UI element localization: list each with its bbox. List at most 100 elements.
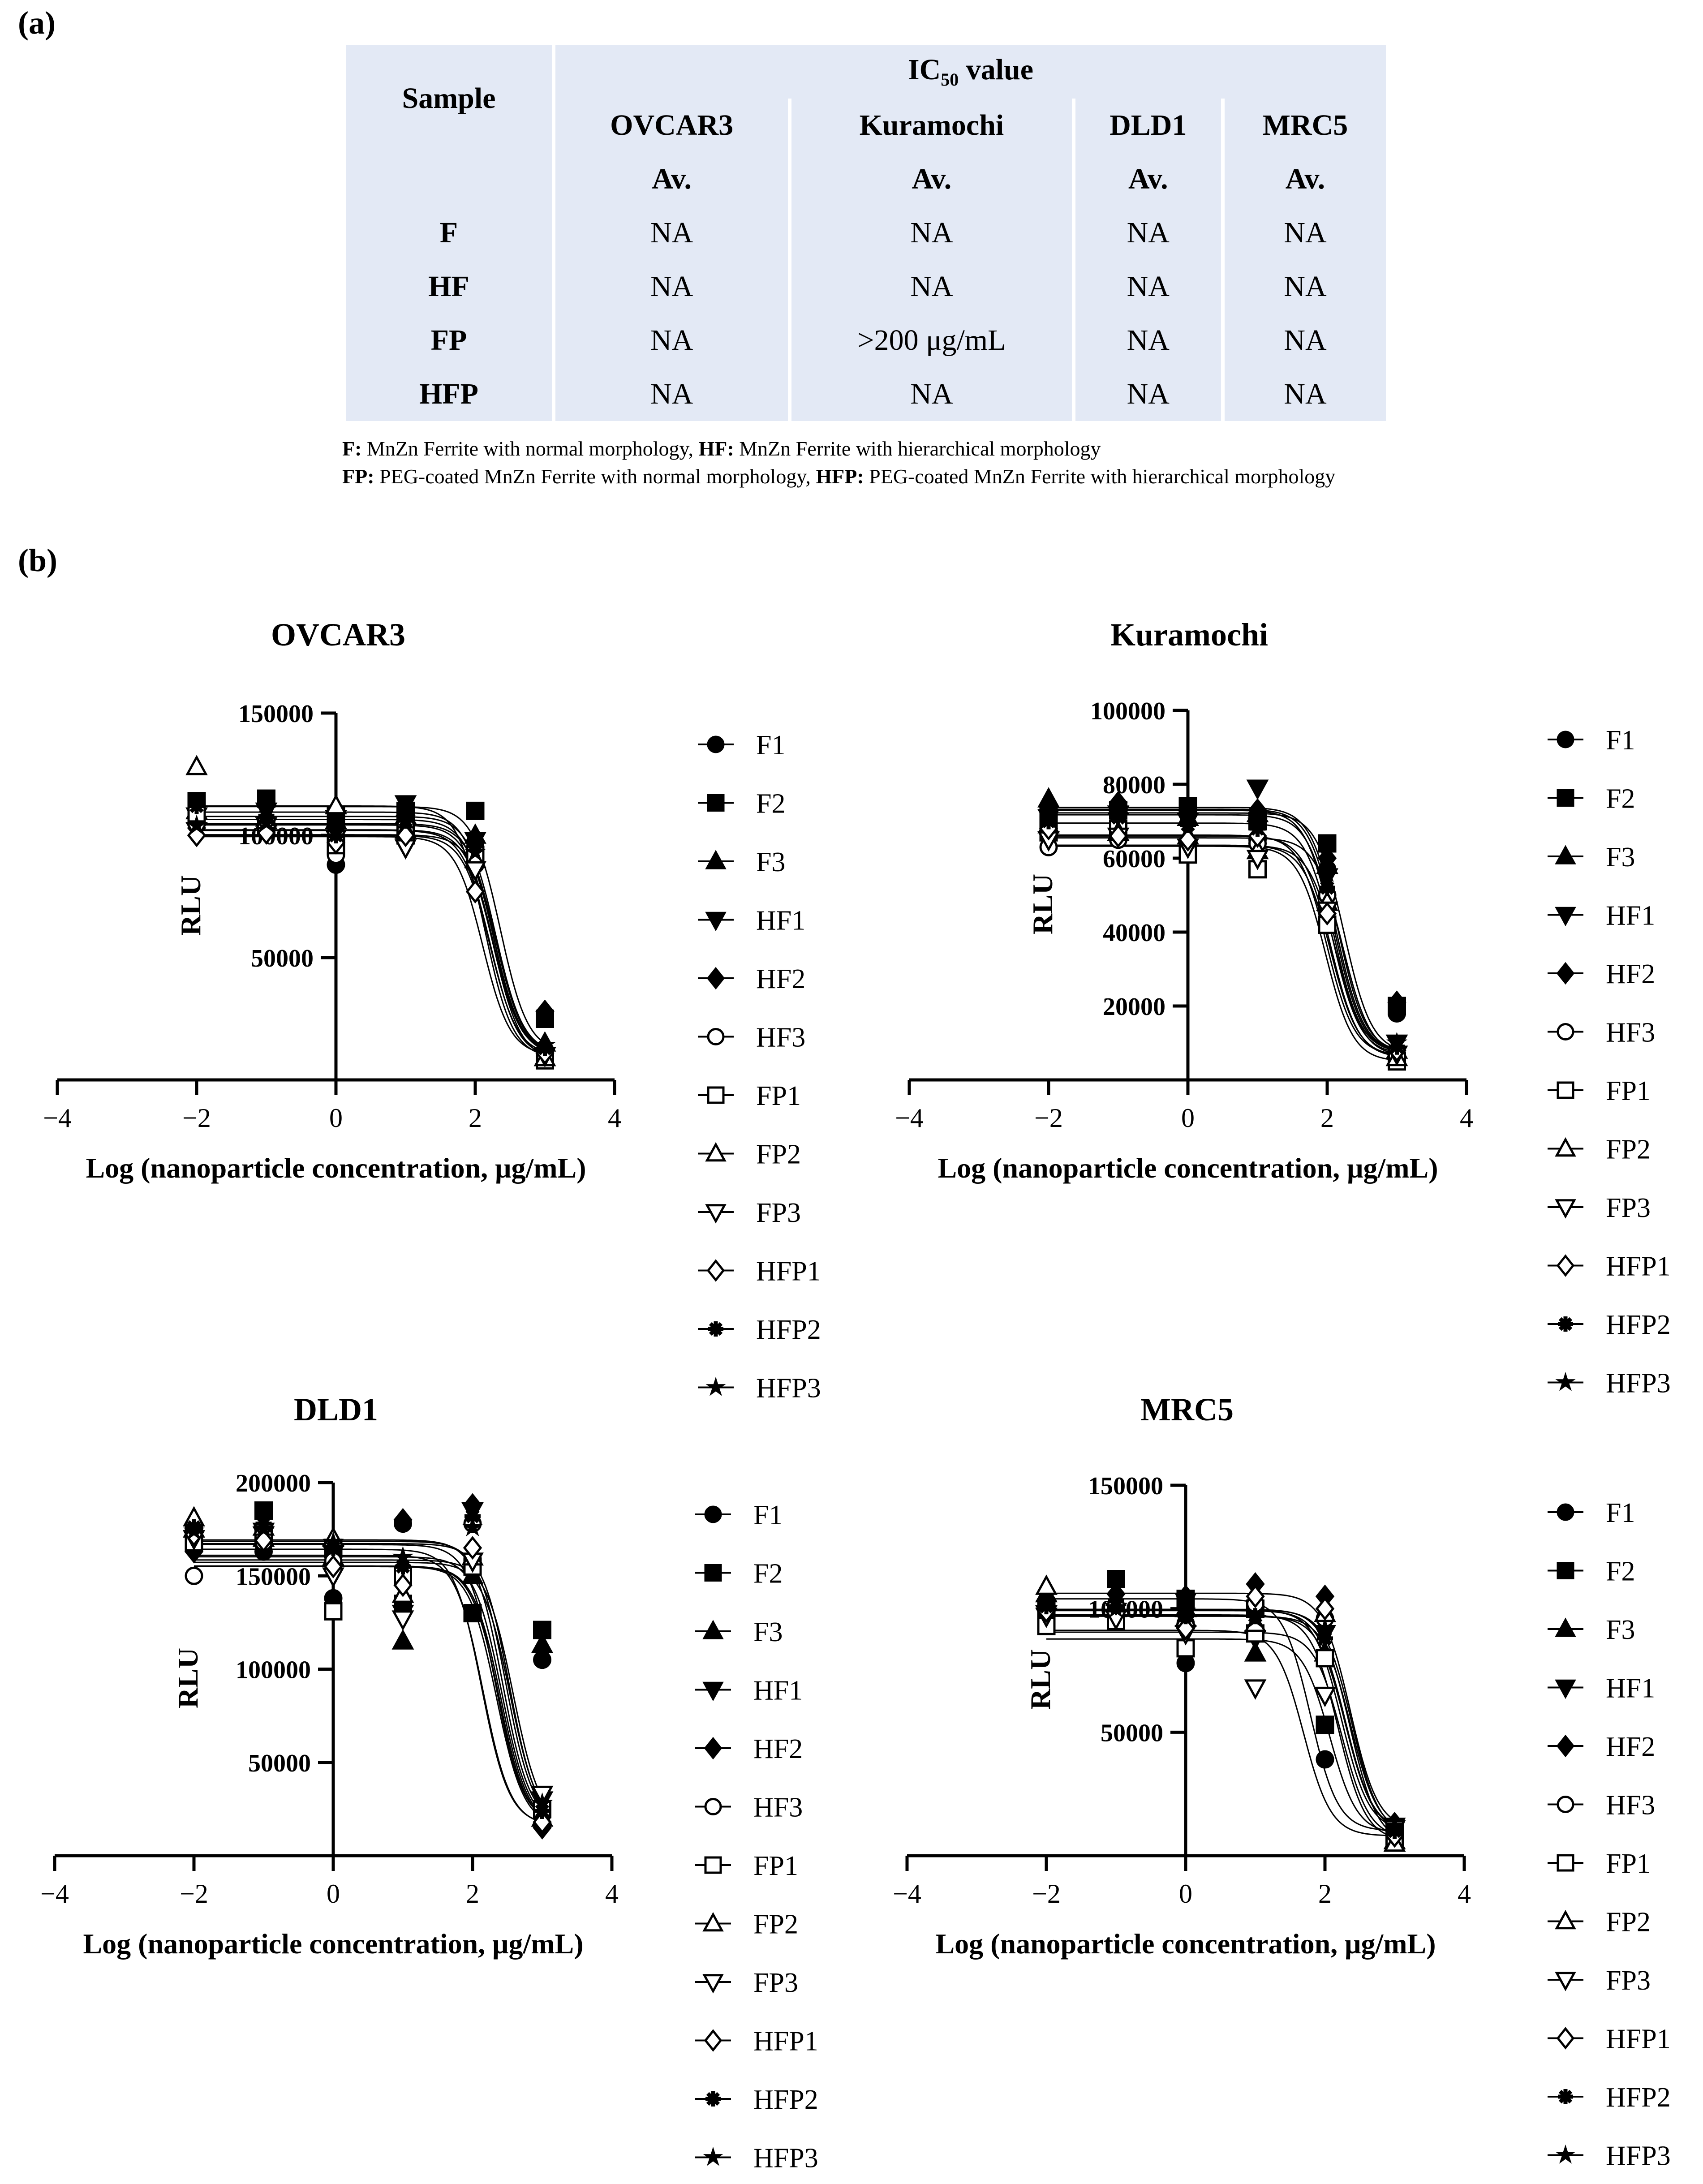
- legend-item: HF2: [1548, 1732, 1655, 1762]
- y-tick-label: 150000: [236, 1563, 311, 1591]
- legend-item: F2: [695, 1559, 783, 1589]
- legend-marker: [1555, 907, 1576, 927]
- legend-label: HFP1: [753, 2026, 818, 2057]
- legend-label: F2: [1606, 1556, 1635, 1587]
- data-point: [1319, 880, 1335, 896]
- data-point: [393, 1573, 413, 1597]
- table-cell: NA: [1225, 206, 1386, 260]
- legend-item: F1: [698, 730, 785, 761]
- data-point: [464, 1508, 481, 1524]
- legend-marker: [1557, 1854, 1574, 1872]
- legend-item: FP3: [698, 1198, 801, 1228]
- legend-item: HF1: [1548, 1673, 1655, 1704]
- ic50-header-rest: value: [959, 53, 1034, 86]
- data-point: [391, 1629, 414, 1650]
- fit-curve-fp3: [197, 834, 545, 1052]
- y-tick-label: 80000: [1103, 771, 1165, 799]
- dose-response-charts: OVCAR3 −4 −2 0 2 4 Log (nanoparticle concentra…: [40, 617, 1671, 2174]
- legend-marker: [702, 1620, 724, 1639]
- legend-marker: [1558, 2089, 1573, 2104]
- fit-curve-hf1: [1049, 809, 1397, 1052]
- y-tick-label: 50000: [251, 945, 314, 972]
- legend-label: HF3: [753, 1793, 803, 1823]
- data-point: [1178, 828, 1198, 852]
- x-tick-label: −2: [180, 1879, 208, 1909]
- legend-label: FP3: [1606, 1965, 1651, 1996]
- data-point: [396, 823, 415, 847]
- legend-marker: [1555, 1371, 1576, 1391]
- legend-marker: [706, 1259, 725, 1282]
- legend-label: HFP2: [753, 2085, 818, 2115]
- legend-marker: [1557, 1503, 1574, 1521]
- data-point: [325, 821, 347, 842]
- x-axis-label: Log (nanoparticle concentration, μg/mL): [86, 1152, 586, 1184]
- legend-marker: [705, 1142, 727, 1162]
- legend-item: HFP2: [1548, 1310, 1671, 1340]
- series-fp3: [1037, 827, 1408, 1066]
- data-point: [1316, 862, 1338, 882]
- legend-label: FP1: [1606, 1076, 1651, 1106]
- data-point: [1244, 1641, 1267, 1662]
- legend-label: F3: [1606, 842, 1635, 873]
- legend-label: F1: [753, 1500, 783, 1531]
- fit-curve-f2: [1046, 1598, 1395, 1831]
- legend-item: HF3: [1548, 1790, 1655, 1821]
- panel-b-label: (b): [18, 542, 57, 578]
- footnote-text: PEG-coated MnZn Ferrite with hierarchica…: [864, 465, 1336, 488]
- table-row: F NA NA NA NA: [346, 206, 1386, 260]
- data-point: [463, 1536, 482, 1560]
- data-point: [1246, 1584, 1265, 1608]
- legend-marker: [1557, 1562, 1574, 1579]
- data-point: [466, 801, 485, 820]
- fit-curve-fp3: [1049, 844, 1397, 1056]
- data-point: [185, 1566, 203, 1585]
- table-cell: NA: [1225, 367, 1386, 421]
- table-cell: NA: [555, 367, 788, 421]
- legend-label: HF2: [753, 1734, 803, 1764]
- fit-curve-fp2: [197, 805, 545, 1056]
- data-point: [325, 794, 347, 815]
- y-tick-label: 100000: [236, 1656, 311, 1684]
- x-tick-label: 2: [469, 1103, 482, 1133]
- fit-curve-hf3: [194, 1561, 543, 1804]
- legend-label: FP1: [1606, 1849, 1651, 1879]
- legend-item: HF1: [698, 906, 805, 936]
- data-point: [463, 1604, 482, 1623]
- x-axis-label: Log (nanoparticle concentration, μg/mL): [935, 1928, 1436, 1960]
- data-point: [1246, 850, 1269, 870]
- legend-label: HF3: [1606, 1790, 1655, 1821]
- legend-item: F3: [698, 847, 785, 877]
- chart-kuramochi: Kuramochi −4 −2 0 2 4 Log (nanoparticle concen…: [895, 617, 1671, 1399]
- legend-label: F1: [1606, 725, 1635, 756]
- legend-label: HF3: [1606, 1018, 1655, 1048]
- legend-marker: [707, 1086, 725, 1104]
- legend-marker: [704, 1798, 722, 1815]
- legend-marker: [1557, 731, 1574, 748]
- data-point: [253, 1518, 275, 1539]
- fit-curve-fp3: [1046, 1638, 1395, 1833]
- legend-item: FP2: [1548, 1135, 1651, 1165]
- legend-label: HF1: [1606, 901, 1655, 931]
- legend-marker: [705, 1204, 727, 1224]
- series-fp3: [185, 817, 556, 1068]
- legend-marker: [1555, 1909, 1576, 1930]
- table-cell: NA: [555, 260, 788, 314]
- legend-marker: [1556, 1734, 1575, 1758]
- legend-marker: [1555, 1617, 1576, 1637]
- legend-item: F3: [1548, 842, 1635, 873]
- avg-header: Av.: [1075, 152, 1221, 206]
- y-axis-label: RLU: [172, 1648, 204, 1708]
- footnote-text: MnZn Ferrite with normal morphology,: [361, 437, 699, 460]
- data-point: [189, 798, 205, 814]
- legend-label: HFP3: [753, 2143, 818, 2174]
- legend-item: F2: [1548, 784, 1635, 814]
- x-tick-label: 0: [1181, 1103, 1195, 1133]
- chart-title: Kuramochi: [1110, 617, 1268, 653]
- legend-item: HFP1: [1548, 2024, 1671, 2055]
- fit-curve-fp2: [1049, 835, 1397, 1057]
- footnote-text: MnZn Ferrite with hierarchical morpholog…: [734, 437, 1101, 460]
- footnote-line-1: F: MnZn Ferrite with normal morphology, …: [342, 437, 1101, 460]
- legend-marker: [707, 794, 725, 812]
- fit-curve-hfp1: [197, 836, 545, 1054]
- series-hfp1: [184, 1523, 552, 1834]
